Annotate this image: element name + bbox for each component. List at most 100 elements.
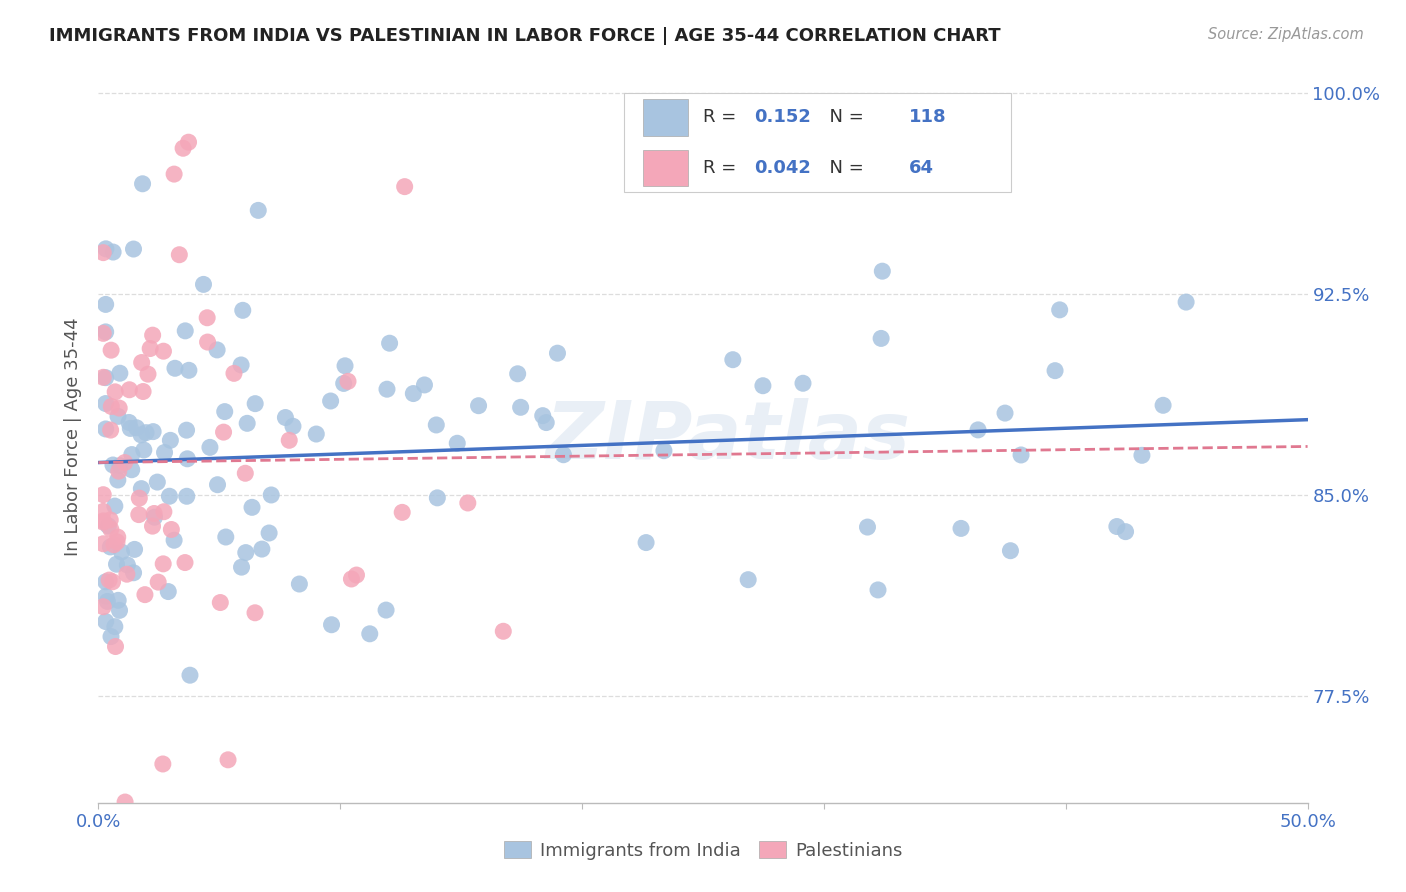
Point — [247, 203, 270, 218]
Point — [91, 370, 114, 384]
Point — [98, 513, 121, 527]
Point — [288, 577, 311, 591]
Point — [94, 370, 117, 384]
Point — [1175, 295, 1198, 310]
Point — [132, 384, 155, 399]
Point — [163, 361, 186, 376]
Point — [107, 473, 129, 487]
Point — [217, 753, 239, 767]
Point — [94, 325, 117, 339]
Point — [91, 599, 114, 614]
Point — [169, 248, 191, 262]
Point — [153, 505, 176, 519]
Point — [446, 436, 468, 450]
Point — [125, 421, 148, 435]
Point — [91, 504, 114, 518]
Point — [129, 428, 152, 442]
Point — [340, 572, 363, 586]
Point — [91, 514, 114, 528]
Point — [240, 500, 263, 515]
Point — [506, 367, 529, 381]
Point — [1000, 543, 1022, 558]
Point — [1115, 524, 1137, 539]
Point — [118, 383, 141, 397]
Point — [205, 343, 228, 357]
Text: R =: R = — [703, 109, 742, 127]
Point — [101, 245, 124, 260]
Point — [214, 404, 236, 418]
Point — [553, 448, 575, 462]
Point — [1152, 398, 1174, 412]
Point — [141, 519, 163, 533]
Point — [426, 491, 449, 505]
Point — [91, 488, 114, 502]
Point — [375, 382, 398, 396]
Point — [159, 489, 181, 503]
Point — [104, 384, 127, 399]
Point — [321, 617, 343, 632]
Point — [157, 584, 180, 599]
Point — [332, 376, 354, 391]
Point — [115, 567, 138, 582]
Point — [866, 582, 889, 597]
FancyBboxPatch shape — [624, 94, 1011, 192]
Point — [131, 355, 153, 369]
Point — [174, 556, 197, 570]
Point — [333, 359, 356, 373]
Point — [94, 590, 117, 604]
Point — [108, 458, 131, 473]
Point — [425, 417, 447, 432]
Point — [699, 128, 721, 142]
Point — [100, 343, 122, 358]
Text: R =: R = — [703, 159, 742, 177]
Point — [132, 442, 155, 457]
Point — [131, 177, 153, 191]
Point — [233, 467, 256, 481]
Point — [108, 603, 131, 617]
Point — [232, 303, 254, 318]
Point — [492, 624, 515, 639]
Point — [278, 434, 301, 448]
Point — [1049, 302, 1071, 317]
FancyBboxPatch shape — [643, 150, 689, 186]
Point — [110, 545, 132, 559]
Point — [174, 324, 197, 338]
Point — [94, 242, 117, 256]
FancyBboxPatch shape — [643, 99, 689, 136]
Point — [346, 568, 368, 582]
Point — [195, 310, 218, 325]
Point — [509, 401, 531, 415]
Point — [209, 595, 232, 609]
Point — [752, 378, 775, 392]
Point — [176, 451, 198, 466]
Point — [231, 560, 253, 574]
Point — [212, 425, 235, 439]
Point — [737, 573, 759, 587]
Point — [198, 441, 221, 455]
Point — [121, 463, 143, 477]
Point — [152, 557, 174, 571]
Point — [159, 434, 181, 448]
Text: 0.042: 0.042 — [754, 159, 811, 177]
Point — [101, 574, 124, 589]
Text: N =: N = — [818, 109, 869, 127]
Point — [105, 534, 128, 549]
Point — [139, 342, 162, 356]
Point — [134, 588, 156, 602]
Point — [236, 417, 259, 431]
Point — [994, 406, 1017, 420]
Point — [98, 540, 121, 554]
Point — [124, 542, 146, 557]
Point — [177, 135, 200, 149]
Point — [257, 526, 280, 541]
Point — [136, 367, 159, 381]
Point — [176, 423, 198, 437]
Point — [197, 334, 219, 349]
Point — [547, 346, 569, 360]
Point — [1105, 519, 1128, 533]
Point — [215, 530, 238, 544]
Point — [243, 397, 266, 411]
Point — [91, 515, 114, 529]
Point — [91, 326, 114, 341]
Point — [250, 542, 273, 557]
